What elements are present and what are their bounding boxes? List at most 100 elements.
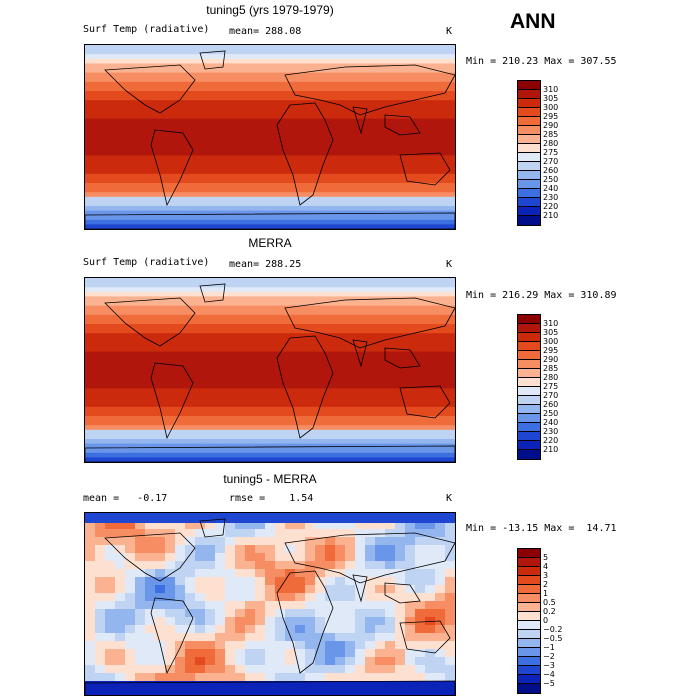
colorbar	[517, 548, 541, 694]
panel-title: MERRA	[248, 236, 292, 250]
unit-label: K	[446, 259, 453, 270]
colorbar-tick-label: 280	[543, 372, 559, 382]
colorbar-tick-label: 305	[543, 93, 559, 103]
rmse-label: rmse = 1.54	[229, 493, 314, 504]
colorbar-swatch	[518, 342, 540, 351]
colorbar-swatch	[518, 558, 540, 567]
colorbar-tick-label: 260	[543, 165, 559, 175]
colorbar-tick-label: 270	[543, 390, 559, 400]
colorbar-tick-label: 295	[543, 345, 559, 355]
colorbar-tick-label: 310	[543, 84, 559, 94]
colorbar-tick-label: 210	[543, 210, 559, 220]
coastline	[284, 297, 455, 349]
colorbar-swatch	[518, 378, 540, 387]
colorbar-swatch	[518, 135, 540, 144]
colorbar-tick-label: 305	[543, 327, 559, 337]
colorbar-swatch	[518, 108, 540, 117]
colorbar-tick-label: 275	[543, 147, 559, 157]
coastline	[104, 64, 196, 114]
colorbar-tick-label: −4	[543, 669, 555, 679]
colorbar-swatch	[518, 684, 540, 693]
colorbar-tick-label: 210	[543, 444, 559, 454]
colorbar-swatch	[518, 207, 540, 216]
coastline	[199, 518, 226, 538]
season-label: ANN	[510, 10, 556, 33]
coastline	[399, 620, 451, 654]
colorbar-tick-label: 0	[543, 615, 549, 625]
colorbar-tick-label: 220	[543, 201, 559, 211]
mean-label: mean= 288.08	[229, 26, 302, 37]
colorbar-tick-label: 270	[543, 156, 559, 166]
colorbar-tick-label: 230	[543, 192, 559, 202]
colorbar-tick-label: 220	[543, 435, 559, 445]
colorbar-swatch	[518, 423, 540, 432]
colorbar-swatch	[518, 351, 540, 360]
colorbar-tick-label: 1	[543, 588, 549, 598]
colorbar-tick-label: 230	[543, 426, 559, 436]
colorbar-tick-label: 0.2	[543, 606, 556, 616]
minmax-label: Min = 216.29 Max = 310.89	[466, 290, 617, 301]
colorbar-tick-label: 4	[543, 561, 549, 571]
mean-label: mean= 288.25	[229, 259, 302, 270]
colorbar-swatch	[518, 630, 540, 639]
colorbar-tick-label: −3	[543, 660, 555, 670]
colorbar-swatch	[518, 90, 540, 99]
colorbar-tick-label: 295	[543, 111, 559, 121]
colorbar-swatch	[518, 666, 540, 675]
colorbar-tick-label: −5	[543, 678, 555, 688]
coastline	[399, 152, 451, 186]
coastline	[85, 445, 455, 462]
colorbar-swatch	[518, 639, 540, 648]
colorbar-tick-label: −0.5	[543, 633, 563, 643]
coastline	[85, 212, 455, 229]
colorbar-tick-label: −2	[543, 651, 555, 661]
colorbar-swatch	[518, 675, 540, 684]
colorbar-swatch	[518, 648, 540, 657]
colorbar-swatch	[518, 81, 540, 90]
coastline	[150, 362, 194, 440]
colorbar-tick-label: 250	[543, 174, 559, 184]
temperature-map	[84, 44, 456, 230]
coastline	[384, 582, 421, 604]
colorbar-tick-label: 240	[543, 183, 559, 193]
colorbar-tick-label: 0.5	[543, 597, 556, 607]
colorbar-tick-label: 260	[543, 399, 559, 409]
colorbar-swatch	[518, 594, 540, 603]
colorbar-swatch	[518, 126, 540, 135]
panel-title: tuning5 (yrs 1979-1979)	[206, 3, 334, 17]
coastline	[150, 597, 194, 675]
colorbar-swatch	[518, 414, 540, 423]
colorbar-swatch	[518, 333, 540, 342]
colorbar-tick-label: −0.2	[543, 624, 563, 634]
unit-label: K	[446, 26, 453, 37]
colorbar-tick-label: 290	[543, 354, 559, 364]
coastline	[276, 102, 334, 206]
colorbar-swatch	[518, 549, 540, 558]
coastline	[104, 297, 196, 347]
colorbar-swatch	[518, 387, 540, 396]
unit-label: K	[446, 493, 453, 504]
coastline	[399, 385, 451, 419]
coastline	[199, 50, 226, 70]
colorbar-swatch	[518, 441, 540, 450]
coastline	[150, 129, 194, 207]
coastline	[284, 64, 455, 116]
coastline	[85, 680, 455, 695]
colorbar-tick-label: 3	[543, 570, 549, 580]
field-label: Surf Temp (radiative)	[83, 24, 210, 35]
coastline	[352, 574, 368, 603]
colorbar-swatch	[518, 216, 540, 225]
colorbar	[517, 314, 541, 460]
coastline	[104, 532, 196, 582]
difference-map	[84, 512, 456, 696]
colorbar-swatch	[518, 198, 540, 207]
temperature-map	[84, 277, 456, 463]
colorbar-swatch	[518, 360, 540, 369]
colorbar-swatch	[518, 576, 540, 585]
colorbar-tick-label: 285	[543, 363, 559, 373]
colorbar-tick-label: 280	[543, 138, 559, 148]
colorbar-tick-label: 310	[543, 318, 559, 328]
coastline	[276, 335, 334, 439]
colorbar-tick-label: −1	[543, 642, 555, 652]
coastline	[284, 532, 455, 584]
